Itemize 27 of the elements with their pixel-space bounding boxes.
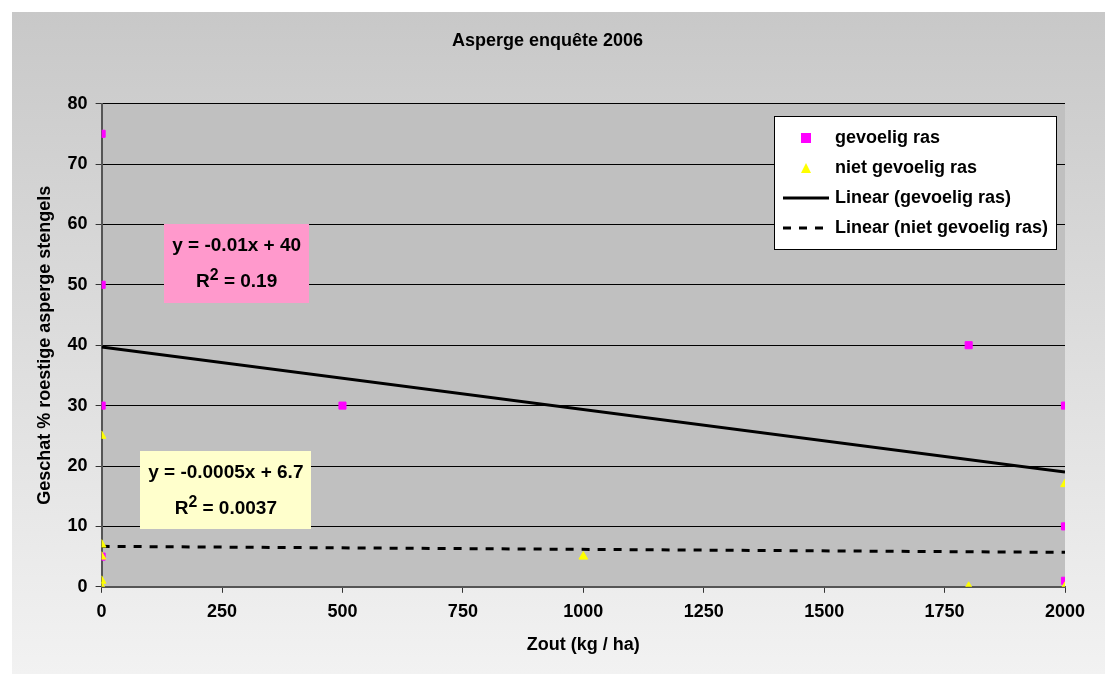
x-tick-label: 750 [447, 600, 478, 621]
chart-title: Asperge enquête 2006 [451, 29, 644, 50]
legend-label: Linear (gevoelig ras) [835, 187, 1012, 209]
y-tick-label: 0 [77, 575, 88, 596]
x-tick-label: 1000 [563, 600, 604, 621]
y-tick-label: 20 [67, 454, 88, 475]
x-tick-label: 250 [207, 600, 238, 621]
x-tick-label: 1500 [804, 600, 845, 621]
annotation: y = -0.01x + 40 R$^{2}$ = 0.19 [164, 224, 310, 303]
x-tick-label: 1750 [924, 600, 965, 621]
y-tick-label: 70 [67, 152, 88, 173]
x-tick-label: 2000 [1044, 600, 1086, 621]
y-tick-label: 50 [67, 273, 88, 294]
y-tick-label: 30 [67, 394, 88, 415]
legend-label: gevoelig ras [835, 127, 941, 149]
annotation: y = -0.0005x + 6.7 R$^{2}$ = 0.0037 [140, 450, 312, 530]
x-tick-label: 0 [96, 600, 107, 621]
legend-label: niet gevoelig ras [835, 157, 978, 179]
y-tick-label: 80 [67, 92, 88, 113]
legend-label: Linear (niet gevoelig ras) [835, 217, 1049, 239]
y-axis-title: Geschat % roestige asperge stengels [33, 185, 54, 505]
x-tick-label: 1250 [683, 600, 724, 621]
x-tick-label: 500 [327, 600, 358, 621]
y-tick-label: 10 [67, 515, 88, 536]
y-tick-label: 40 [67, 334, 88, 355]
x-axis-title: Zout (kg / ha) [526, 634, 640, 655]
y-tick-label: 60 [67, 213, 88, 234]
